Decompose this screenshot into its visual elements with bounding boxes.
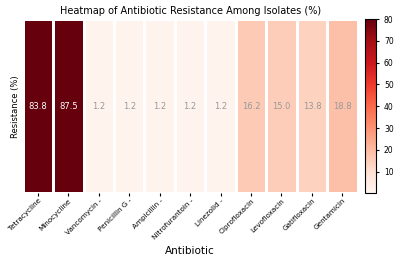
Text: 18.8: 18.8 [333,102,352,111]
Title: Heatmap of Antibiotic Resistance Among Isolates (%): Heatmap of Antibiotic Resistance Among I… [60,6,321,15]
Text: 1.2: 1.2 [92,102,105,111]
Text: 83.8: 83.8 [28,102,47,111]
Text: 1.2: 1.2 [123,102,136,111]
Text: 1.2: 1.2 [214,102,227,111]
Text: 1.2: 1.2 [184,102,197,111]
Text: 13.8: 13.8 [302,102,321,111]
Text: 87.5: 87.5 [59,102,78,111]
X-axis label: Antibiotic: Antibiotic [165,247,215,256]
Text: 1.2: 1.2 [153,102,166,111]
Text: 16.2: 16.2 [242,102,260,111]
Text: 15.0: 15.0 [272,102,291,111]
